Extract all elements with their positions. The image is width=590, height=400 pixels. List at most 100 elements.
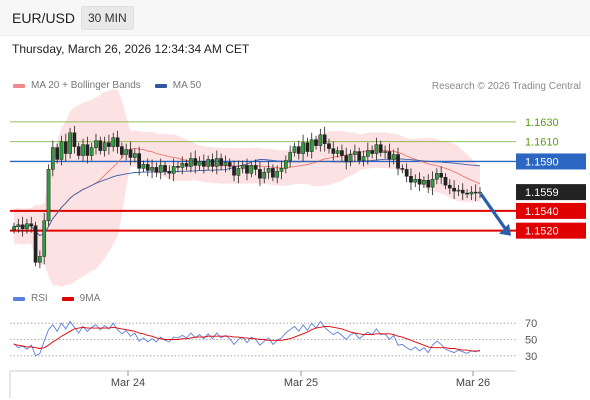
candle-body xyxy=(171,166,176,174)
candle xyxy=(378,140,383,157)
legend-item-ma20: MA 20 + Bollinger Bands xyxy=(13,80,141,91)
candle xyxy=(154,162,159,178)
candle xyxy=(214,150,219,175)
candle xyxy=(141,160,146,173)
candle-body xyxy=(365,150,370,157)
candle xyxy=(16,218,21,233)
candle-body xyxy=(439,173,444,178)
candle-body xyxy=(340,150,344,156)
candle-body xyxy=(353,151,357,155)
candle-body xyxy=(107,142,111,147)
candle xyxy=(288,145,292,168)
candle-body xyxy=(158,165,163,173)
candle-body xyxy=(202,161,206,167)
candle-body xyxy=(460,189,465,194)
candle-body xyxy=(245,165,249,174)
rsi-tick-50: 50 xyxy=(525,335,537,347)
level-label-1-1630: 1.1630 xyxy=(525,117,559,129)
candle xyxy=(33,221,38,267)
candle xyxy=(81,138,85,162)
candle xyxy=(245,158,249,181)
candle xyxy=(184,159,189,171)
candle-body xyxy=(314,139,318,146)
candle xyxy=(158,158,163,180)
candle-body xyxy=(271,168,275,178)
legend-label-9ma: 9MA xyxy=(79,293,101,304)
candle xyxy=(353,144,357,162)
candle-body xyxy=(210,159,215,167)
timeframe-button[interactable]: 30 MIN xyxy=(81,6,134,30)
candle-body xyxy=(426,179,431,188)
candle xyxy=(227,158,232,171)
rsi-tick-70: 70 xyxy=(525,318,537,330)
candle-body xyxy=(361,156,366,161)
candle xyxy=(400,164,405,174)
candle-body xyxy=(232,166,236,176)
level-label-1-1540: 1.1540 xyxy=(525,206,559,218)
rsi-ma-line xyxy=(13,325,480,352)
candle-body xyxy=(111,137,116,147)
time-label: Mar 25 xyxy=(284,377,318,389)
candle xyxy=(68,127,72,159)
candle xyxy=(383,145,387,159)
target-arrow-shaft xyxy=(479,193,508,231)
rsi-tick-30: 30 xyxy=(525,351,537,363)
level-lines-layer xyxy=(10,121,516,232)
candle-body xyxy=(38,256,42,263)
candle-body xyxy=(50,147,55,170)
candle-body xyxy=(417,178,422,185)
candle xyxy=(374,137,379,161)
candle-body xyxy=(137,153,141,169)
legend-label-ma50: MA 50 xyxy=(172,80,202,91)
candle xyxy=(94,133,98,155)
candle-body xyxy=(305,142,310,152)
candle-body xyxy=(391,154,396,160)
legend-swatch-ma20 xyxy=(13,83,25,88)
candle-body xyxy=(25,223,29,229)
candle-body xyxy=(443,177,448,186)
candle xyxy=(417,172,422,192)
candle xyxy=(275,165,280,184)
candle xyxy=(301,134,305,162)
candle xyxy=(72,125,77,154)
legend-label-rsi: RSI xyxy=(31,293,48,304)
candle xyxy=(447,179,452,195)
price-legend: MA 20 + Bollinger Bands MA 50 xyxy=(13,80,215,91)
candle xyxy=(59,135,64,166)
candle xyxy=(137,146,141,176)
candle xyxy=(55,143,59,164)
candle xyxy=(327,138,331,154)
candle-body xyxy=(456,189,461,192)
candle-body xyxy=(469,191,474,195)
time-label: Mar 26 xyxy=(456,377,490,389)
candle xyxy=(210,153,215,173)
chart-datetime: Thursday, March 26, 2026 12:34:34 AM CET xyxy=(12,42,250,56)
candle xyxy=(63,133,68,162)
candle-body xyxy=(465,192,469,195)
candle xyxy=(296,140,301,160)
candle-body xyxy=(348,154,353,162)
candle-body xyxy=(141,164,146,169)
legend-label-ma20: MA 20 + Bollinger Bands xyxy=(31,80,141,91)
bollinger-band xyxy=(14,89,480,287)
candle-body xyxy=(404,169,409,177)
candle-body xyxy=(322,134,327,144)
candle xyxy=(396,147,400,176)
candle xyxy=(38,250,42,269)
candle xyxy=(25,218,29,234)
candle-body xyxy=(387,151,392,160)
candle xyxy=(469,186,474,201)
candle xyxy=(344,147,349,170)
candle xyxy=(42,212,47,265)
candle xyxy=(365,142,370,165)
candle xyxy=(12,222,16,234)
candle xyxy=(348,149,353,167)
candle xyxy=(266,161,271,180)
candle xyxy=(430,171,435,196)
candle xyxy=(460,183,465,201)
candle xyxy=(357,147,362,165)
candle-body xyxy=(94,140,98,148)
candle-body xyxy=(16,224,21,227)
candle xyxy=(314,135,318,150)
candle-body xyxy=(124,149,129,155)
